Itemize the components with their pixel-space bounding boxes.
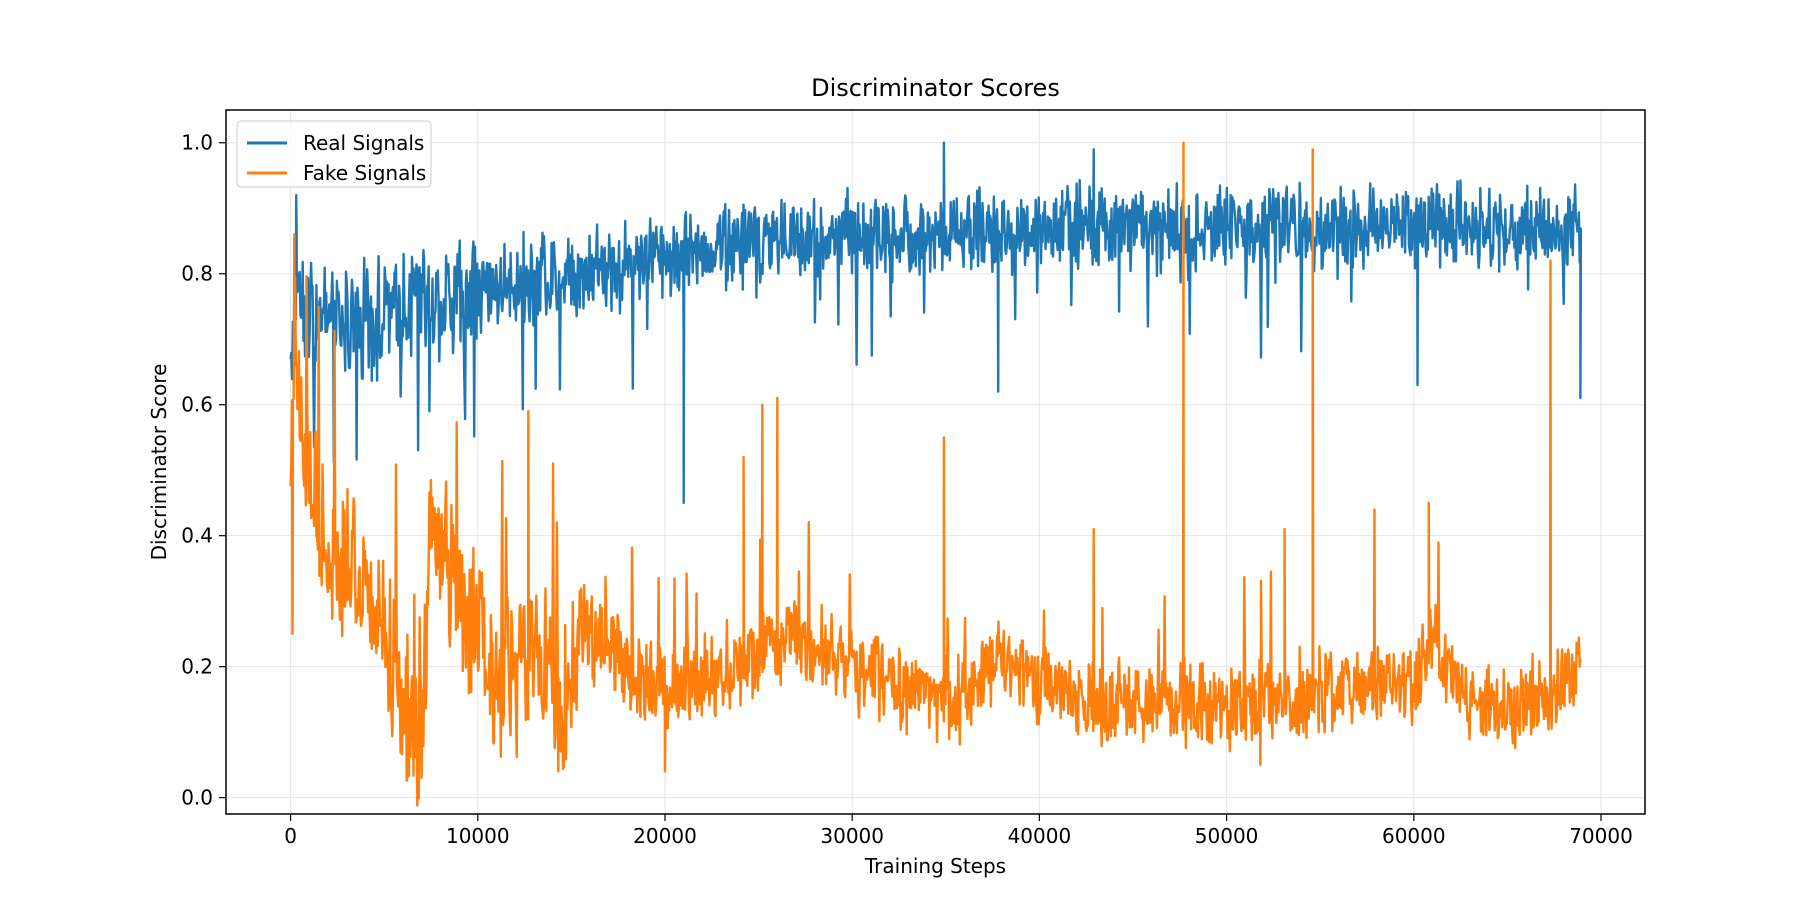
y-tick-label: 0.8 [181,262,213,286]
y-tick-label: 0.0 [181,786,213,810]
y-tick-label: 0.2 [181,655,213,679]
legend: Real Signals Fake Signals [236,120,432,188]
legend-label-fake-signals: Fake Signals [303,161,426,185]
axis-ticks: 0 10000 20000 30000 40000 50000 60000 70000 0.0 0… [181,131,1633,848]
series-lines [289,141,1583,807]
chart-title: Discriminator Scores [811,74,1060,102]
x-tick-label: 50000 [1195,824,1259,848]
legend-box [236,120,432,188]
x-tick-label: 60000 [1382,824,1446,848]
plot-frame [225,109,1646,815]
x-axis-label: Training Steps [864,854,1006,878]
y-tick-label: 1.0 [181,131,213,155]
x-tick-label: 10000 [446,824,510,848]
y-tick-label: 0.6 [181,393,213,417]
y-tick-label: 0.4 [181,524,213,548]
y-axis-label: Discriminator Score [147,364,171,561]
series-line-fake-signals [289,141,1582,807]
x-tick-label: 30000 [820,824,884,848]
x-tick-label: 0 [284,824,297,848]
legend-label-real-signals: Real Signals [303,131,424,155]
series-line-real-signals [289,141,1583,505]
x-tick-label: 40000 [1008,824,1072,848]
x-tick-label: 20000 [633,824,697,848]
x-tick-label: 70000 [1569,824,1633,848]
